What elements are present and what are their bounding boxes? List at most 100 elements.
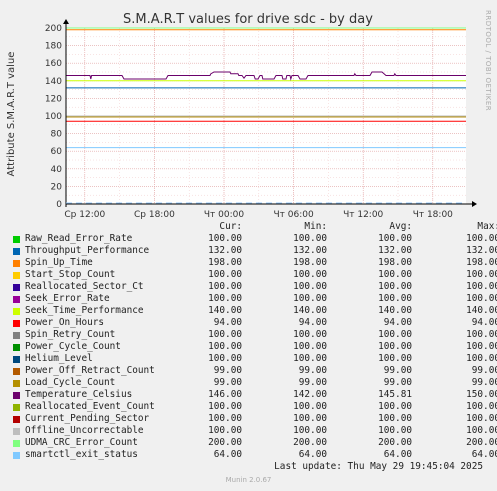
legend-min-value: 100.00: [293, 425, 327, 436]
series-line: [66, 71, 466, 81]
legend-row: Helium_Level 100.00 100.00 100.00 100.00: [12, 353, 497, 365]
legend-min-value: 142.00: [293, 389, 327, 400]
legend-min-value: 198.00: [293, 257, 327, 268]
legend-cur-value: 64.00: [213, 449, 242, 460]
y-tick-label: 80: [51, 130, 63, 140]
legend-row: Power_Cycle_Count 100.00 100.00 100.00 100.0…: [12, 341, 497, 353]
chart-title: S.M.A.R.T values for drive sdc - by day: [123, 12, 373, 27]
col-avg-header: Avg:: [389, 221, 412, 232]
legend-min-value: 100.00: [293, 353, 327, 364]
y-tick-label: 0: [56, 200, 62, 210]
legend-min-value: 140.00: [293, 305, 327, 316]
legend-row: Spin_Up_Time 198.00 198.00 198.00 198.00: [12, 257, 497, 269]
legend-row: Throughput_Performance 132.00 132.00 132.00…: [12, 245, 497, 257]
legend-name: Spin_Up_Time: [25, 257, 93, 268]
legend-max-value: 100.00: [466, 401, 497, 412]
legend-avg-value: 100.00: [378, 413, 412, 424]
legend-swatch: [13, 248, 20, 255]
legend-cur-value: 100.00: [208, 341, 242, 352]
legend-avg-value: 64.00: [383, 449, 412, 460]
legend-min-value: 100.00: [293, 413, 327, 424]
legend-max-value: 100.00: [466, 269, 497, 280]
legend-cur-value: 99.00: [213, 377, 242, 388]
legend-cur-value: 100.00: [208, 425, 242, 436]
legend-max-value: 150.00: [466, 389, 497, 400]
col-min-header: Min:: [304, 221, 327, 232]
legend-cur-value: 100.00: [208, 233, 242, 244]
legend-min-value: 64.00: [298, 449, 327, 460]
legend-min-value: 100.00: [293, 341, 327, 352]
x-tick-label: Чт 00:00: [204, 210, 244, 220]
legend-min-value: 100.00: [293, 293, 327, 304]
legend-cur-value: 94.00: [213, 317, 242, 328]
legend-row: Spin_Retry_Count 100.00 100.00 100.00 100.00: [12, 329, 497, 341]
legend-name: Current_Pending_Sector: [25, 413, 150, 424]
legend-swatch: [13, 440, 20, 447]
legend-max-value: 100.00: [466, 341, 497, 352]
legend-swatch: [13, 272, 20, 279]
legend-name: Power_Off_Retract_Count: [25, 365, 155, 376]
legend-name: Power_Cycle_Count: [25, 341, 121, 352]
legend-row: Offline_Uncorrectable 100.00 100.00 100.00 1…: [12, 425, 497, 437]
legend-min-value: 100.00: [293, 269, 327, 280]
legend-cur-value: 100.00: [208, 401, 242, 412]
legend-avg-value: 100.00: [378, 293, 412, 304]
legend-avg-value: 140.00: [378, 305, 412, 316]
rrdtool-credit: RRDTOOL / TOBI OETIKER: [484, 10, 492, 111]
legend-min-value: 99.00: [298, 377, 327, 388]
y-tick-label: 40: [51, 165, 63, 175]
legend-avg-value: 100.00: [378, 425, 412, 436]
legend-avg-value: 100.00: [378, 269, 412, 280]
legend-swatch: [13, 344, 20, 351]
legend-row: Seek_Error_Rate 100.00 100.00 100.00 100.00: [12, 293, 497, 305]
legend-name: Throughput_Performance: [25, 245, 150, 256]
legend-min-value: 100.00: [293, 281, 327, 292]
y-tick-label: 140: [45, 77, 62, 87]
legend-swatch: [13, 368, 20, 375]
legend-min-value: 132.00: [293, 245, 327, 256]
legend-name: Seek_Error_Rate: [25, 293, 110, 304]
legend-max-value: 94.00: [471, 317, 497, 328]
legend-row: Reallocated_Event_Count 100.00 100.00 100.0…: [12, 401, 497, 413]
x-tick-label: Чт 18:00: [413, 210, 453, 220]
legend-cur-value: 100.00: [208, 281, 242, 292]
x-tick-label: Чт 06:00: [273, 210, 313, 220]
y-tick-label: 120: [45, 94, 62, 104]
legend-row: Raw_Read_Error_Rate 100.00 100.00 100.00 100…: [12, 233, 497, 245]
legend-max-value: 100.00: [466, 281, 497, 292]
legend-row: Power_On_Hours 94.00 94.00 94.00 94.00: [12, 317, 497, 329]
legend-swatch: [13, 428, 20, 435]
legend-swatch: [13, 404, 20, 411]
legend-name: Helium_Level: [25, 353, 93, 364]
legend-row: smartctl_exit_status 64.00 64.00 64.00 64.00: [12, 449, 497, 461]
legend-max-value: 100.00: [466, 293, 497, 304]
legend-cur-value: 146.00: [208, 389, 242, 400]
legend-max-value: 100.00: [466, 329, 497, 340]
legend-cur-value: 100.00: [208, 269, 242, 280]
legend-row: Seek_Time_Performance 140.00 140.00 140.00 1…: [12, 305, 497, 317]
legend-row: Power_Off_Retract_Count 99.00 99.00 99.00 99…: [12, 365, 497, 377]
legend-max-value: 100.00: [466, 233, 497, 244]
legend-avg-value: 100.00: [378, 233, 412, 244]
legend-avg-value: 200.00: [378, 437, 412, 448]
legend-avg-value: 100.00: [378, 401, 412, 412]
legend-max-value: 100.00: [466, 413, 497, 424]
legend-swatch: [13, 392, 20, 399]
legend-avg-value: 94.00: [383, 317, 412, 328]
legend-name: UDMA_CRC_Error_Count: [25, 437, 138, 448]
legend-swatch: [13, 452, 20, 459]
legend-name: Load_Cycle_Count: [25, 377, 116, 388]
legend-name: Temperature_Celsius: [25, 389, 133, 400]
y-tick-label: 200: [45, 24, 62, 34]
legend-max-value: 100.00: [466, 425, 497, 436]
legend-row: Start_Stop_Count 100.00 100.00 100.00 100.00: [12, 269, 497, 281]
legend-swatch: [13, 380, 20, 387]
legend-name: Raw_Read_Error_Rate: [25, 233, 133, 244]
legend-avg-value: 100.00: [378, 329, 412, 340]
legend-name: Spin_Retry_Count: [25, 329, 116, 340]
legend-cur-value: 132.00: [208, 245, 242, 256]
legend-min-value: 94.00: [298, 317, 327, 328]
x-tick-label: Ср 18:00: [134, 210, 175, 220]
legend-name: Offline_Uncorrectable: [25, 425, 144, 436]
